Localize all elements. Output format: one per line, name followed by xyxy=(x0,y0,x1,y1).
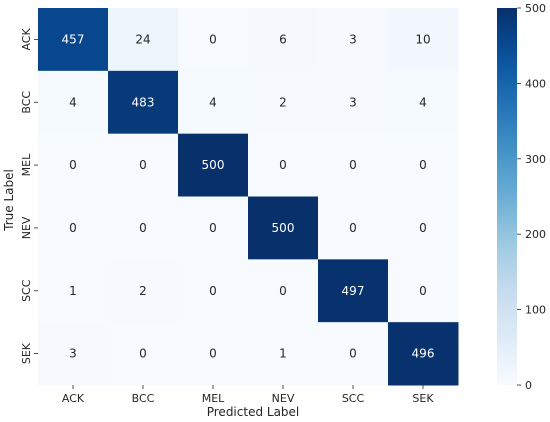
y-tick-label: SEK xyxy=(20,342,33,364)
cell-value-label: 0 xyxy=(209,284,217,298)
y-axis-ticks: ACK BCC MEL NEV SCC SEK xyxy=(20,28,38,364)
heatmap-cell xyxy=(388,322,459,386)
y-tick-label: BCC xyxy=(20,91,33,114)
heatmap-cell xyxy=(178,259,249,323)
y-axis-label: True Label xyxy=(2,169,16,232)
y-tick-label: SCC xyxy=(20,279,33,302)
colorbar-tick-label: 400 xyxy=(525,77,546,90)
heatmap-cell xyxy=(108,133,179,197)
heatmap-cell xyxy=(248,196,319,260)
cell-value-label: 4 xyxy=(69,95,77,109)
x-axis-label: Predicted Label xyxy=(207,405,300,419)
cell-value-label: 0 xyxy=(209,221,217,235)
cell-value-label: 0 xyxy=(279,158,287,172)
heatmap-cell xyxy=(388,196,459,260)
cell-value-label: 2 xyxy=(139,284,147,298)
cell-value-label: 0 xyxy=(349,221,357,235)
y-tick-label: NEV xyxy=(20,216,33,239)
cell-value-label: 0 xyxy=(349,347,357,361)
cell-value-label: 0 xyxy=(209,32,217,46)
cell-value-label: 496 xyxy=(412,347,435,361)
heatmap-cell xyxy=(388,70,459,135)
y-tick-label: ACK xyxy=(20,28,33,51)
x-axis-ticks: ACK BCC MEL NEV SCC SEK xyxy=(62,385,434,405)
heatmap-cell xyxy=(108,322,179,386)
heatmap-cell xyxy=(38,133,109,197)
colorbar-tick-label: 200 xyxy=(525,228,546,241)
x-tick-label: BCC xyxy=(132,392,155,405)
heatmap-cell xyxy=(38,322,109,386)
heatmap-cell xyxy=(248,133,319,197)
cell-value-label: 500 xyxy=(272,221,295,235)
cell-value-label: 10 xyxy=(415,32,430,46)
cell-value-label: 0 xyxy=(349,158,357,172)
cell-value-label: 500 xyxy=(202,158,225,172)
colorbar-tick-label: 100 xyxy=(525,304,546,317)
heatmap-cell xyxy=(318,133,389,197)
colorbar xyxy=(497,8,517,385)
heatmap-cell xyxy=(318,8,389,72)
heatmap-cells xyxy=(38,8,459,386)
x-tick-label: ACK xyxy=(62,392,85,405)
cell-value-label: 3 xyxy=(349,32,357,46)
x-tick-label: NEV xyxy=(272,392,295,405)
heatmap-cell xyxy=(388,133,459,197)
cell-value-label: 497 xyxy=(342,284,365,298)
y-tick-label: MEL xyxy=(20,153,33,176)
cell-value-label: 0 xyxy=(279,284,287,298)
x-tick-label: MEL xyxy=(202,392,225,405)
cell-value-label: 6 xyxy=(279,32,287,46)
heatmap-cell xyxy=(318,196,389,260)
heatmap-cell xyxy=(38,8,109,72)
heatmap-cell xyxy=(388,8,459,72)
heatmap-cell xyxy=(108,259,179,323)
cell-value-label: 4 xyxy=(419,95,427,109)
heatmap-cell xyxy=(178,8,249,72)
colorbar-tick-label: 0 xyxy=(525,379,532,392)
heatmap-cell xyxy=(318,322,389,386)
heatmap-cell xyxy=(108,196,179,260)
cell-value-label: 3 xyxy=(69,347,77,361)
cell-value-label: 0 xyxy=(139,221,147,235)
heatmap-cell xyxy=(178,322,249,386)
cell-value-label: 2 xyxy=(279,95,287,109)
heatmap-cell xyxy=(38,196,109,260)
heatmap-cell xyxy=(248,259,319,323)
heatmap-cell xyxy=(248,8,319,72)
cell-value-label: 0 xyxy=(419,221,427,235)
heatmap-cell xyxy=(38,259,109,323)
heatmap-cell xyxy=(108,70,179,135)
cell-value-label: 0 xyxy=(139,158,147,172)
x-tick-label: SCC xyxy=(342,392,365,405)
cell-value-label: 3 xyxy=(349,95,357,109)
heatmap-cell xyxy=(248,322,319,386)
cell-value-label: 0 xyxy=(209,347,217,361)
cell-value-label: 483 xyxy=(132,95,155,109)
heatmap-cell xyxy=(248,70,319,135)
heatmap-cell xyxy=(178,196,249,260)
cell-value-label: 0 xyxy=(419,158,427,172)
cell-annotations: 457 24 0 6 3 104 483 4 2 3 40 0 500 0 0 00 0 0 500 0 01 2 0 0 49… xyxy=(62,32,435,360)
cell-value-label: 4 xyxy=(209,95,217,109)
x-tick-label: SEK xyxy=(412,392,434,405)
colorbar-tick-label: 300 xyxy=(525,153,546,166)
cell-value-label: 24 xyxy=(135,32,150,46)
cell-value-label: 0 xyxy=(69,158,77,172)
cell-value-label: 1 xyxy=(279,347,287,361)
heatmap-cell xyxy=(178,70,249,135)
heatmap-cell xyxy=(38,70,109,135)
cell-value-label: 0 xyxy=(139,347,147,361)
cell-value-label: 457 xyxy=(62,32,85,46)
heatmap-cell xyxy=(178,133,249,197)
cell-value-label: 1 xyxy=(69,284,77,298)
heatmap-cell xyxy=(318,70,389,135)
cell-value-label: 0 xyxy=(69,221,77,235)
heatmap-cell xyxy=(318,259,389,323)
colorbar-tick-label: 500 xyxy=(525,2,546,15)
heatmap-cell xyxy=(108,8,179,72)
cell-value-label: 0 xyxy=(419,284,427,298)
heatmap-cell xyxy=(388,259,459,323)
colorbar-ticks: 0 100 200 300 400 500 xyxy=(517,2,546,392)
